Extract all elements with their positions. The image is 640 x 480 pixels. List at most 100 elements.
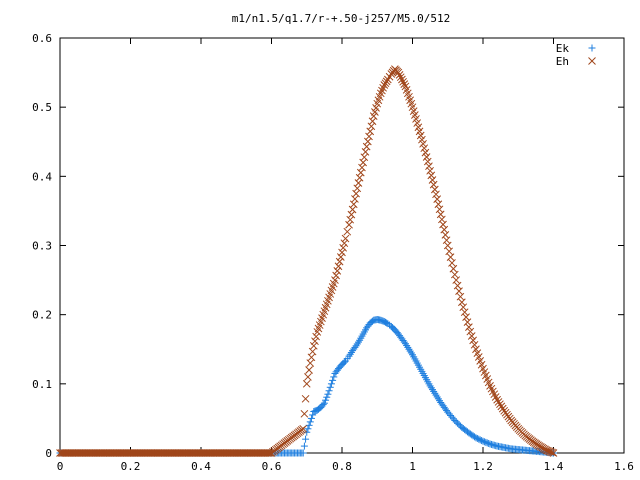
x-tick-label: 0.6 xyxy=(262,460,282,473)
point-eh xyxy=(358,163,366,172)
point-eh xyxy=(446,253,455,261)
y-tick-label: 0.1 xyxy=(32,378,52,391)
point-eh xyxy=(339,243,348,252)
point-eh xyxy=(470,340,479,349)
legend-marker-ek xyxy=(588,44,596,52)
point-eh xyxy=(450,270,459,279)
point-eh xyxy=(432,190,440,199)
point-eh xyxy=(469,336,477,345)
point-eh xyxy=(545,447,554,456)
y-tick-label: 0.2 xyxy=(32,309,52,322)
point-eh xyxy=(422,153,431,161)
point-eh xyxy=(395,71,404,79)
point-eh xyxy=(459,303,468,312)
point-eh xyxy=(299,424,308,433)
point-ek xyxy=(309,411,317,419)
point-eh xyxy=(498,404,507,413)
point-eh xyxy=(496,400,504,409)
point-eh xyxy=(435,205,444,214)
point-eh xyxy=(460,308,469,317)
point-eh xyxy=(455,287,463,296)
point-eh xyxy=(361,148,370,156)
y-tick-label: 0.5 xyxy=(32,101,52,114)
point-eh xyxy=(439,220,447,229)
point-eh xyxy=(305,366,313,374)
point-ek xyxy=(325,387,333,395)
legend-label-ek: Ek xyxy=(556,42,570,55)
point-eh xyxy=(359,158,368,167)
point-eh xyxy=(427,171,436,180)
point-eh xyxy=(467,332,476,340)
point-eh xyxy=(421,148,430,157)
point-eh xyxy=(304,373,312,381)
point-eh xyxy=(466,327,475,336)
x-tick-label: 0.2 xyxy=(121,460,141,473)
point-eh xyxy=(356,168,365,177)
point-eh xyxy=(398,75,406,84)
x-tick-label: 1.2 xyxy=(473,460,493,473)
y-tick-label: 0.6 xyxy=(32,32,52,45)
point-eh xyxy=(452,276,461,284)
point-eh xyxy=(429,180,438,189)
point-eh xyxy=(362,142,371,151)
x-tick-label: 0.4 xyxy=(191,460,211,473)
point-eh xyxy=(352,189,360,198)
point-eh xyxy=(448,259,456,267)
point-eh xyxy=(340,239,349,248)
point-eh xyxy=(465,323,473,331)
point-eh xyxy=(347,210,356,219)
x-tick-label: 1.6 xyxy=(614,460,634,473)
x-tick-label: 1.4 xyxy=(544,460,564,473)
point-ek xyxy=(322,396,330,404)
point-eh xyxy=(341,234,350,243)
x-axis: 0 0.2 0.4 0.6 0.8 1 1.2 1.4 1.6 xyxy=(57,38,634,473)
point-eh xyxy=(379,83,387,92)
point-ek xyxy=(384,320,392,328)
point-eh xyxy=(354,179,363,187)
point-eh xyxy=(463,318,472,326)
point-eh xyxy=(302,379,311,388)
point-eh xyxy=(548,448,556,457)
point-eh xyxy=(396,73,405,82)
point-eh xyxy=(457,298,466,307)
point-eh xyxy=(301,394,310,403)
point-eh xyxy=(366,127,375,136)
point-ek xyxy=(323,393,331,401)
point-eh xyxy=(394,68,403,77)
point-ek xyxy=(324,390,332,398)
point-eh xyxy=(542,446,551,455)
point-eh xyxy=(376,89,385,98)
point-eh xyxy=(549,449,558,457)
x-tick-label: 0.8 xyxy=(332,460,352,473)
point-eh xyxy=(353,184,362,193)
point-eh xyxy=(434,200,443,209)
point-eh xyxy=(428,176,437,184)
point-eh xyxy=(425,162,433,171)
point-eh xyxy=(423,157,432,166)
point-eh xyxy=(345,220,353,229)
point-eh xyxy=(438,215,446,224)
series-ek xyxy=(56,316,557,457)
point-eh xyxy=(368,117,377,126)
point-eh xyxy=(266,449,274,457)
point-eh xyxy=(497,402,506,411)
point-eh xyxy=(355,173,364,182)
point-eh xyxy=(311,337,319,346)
point-eh xyxy=(331,276,339,284)
point-eh xyxy=(332,271,340,280)
point-ek xyxy=(300,442,308,450)
point-eh xyxy=(440,225,449,234)
x-tick-label: 1 xyxy=(409,460,416,473)
point-eh xyxy=(334,262,343,271)
point-eh xyxy=(346,215,355,224)
x-tick-label: 0 xyxy=(57,460,64,473)
point-eh xyxy=(494,398,503,406)
point-ek xyxy=(306,418,314,426)
point-ek xyxy=(327,380,335,388)
point-eh xyxy=(462,313,470,322)
point-eh xyxy=(378,86,386,95)
point-ek xyxy=(326,383,334,391)
y-tick-label: 0.3 xyxy=(32,240,52,253)
point-ek xyxy=(304,425,312,433)
